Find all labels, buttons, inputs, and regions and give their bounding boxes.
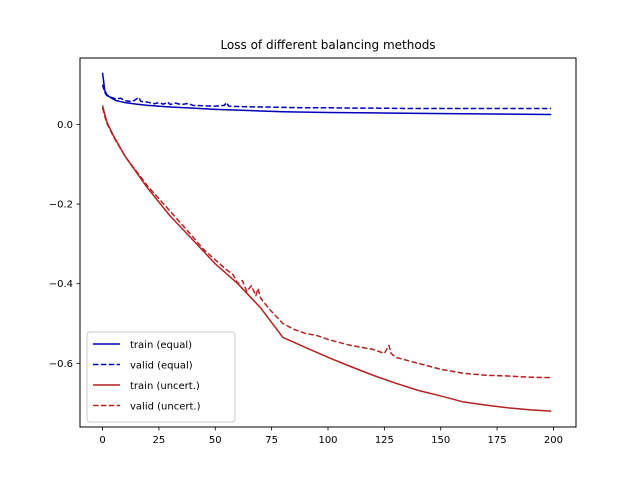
series-line-4 <box>101 107 552 379</box>
legend: train (equal) valid (equal) train (uncert.… <box>86 331 236 423</box>
x-tick-label: 100 <box>318 435 337 446</box>
x-tick-label: 75 <box>265 435 278 446</box>
x-tick-label: 150 <box>431 435 450 446</box>
y-tick-label: −0.2 <box>49 200 73 211</box>
y-tick-label: −0.4 <box>49 279 73 290</box>
x-tick-label: 200 <box>544 435 563 446</box>
x-axis: 0 25 50 75 100 125 150 175 200 <box>99 427 563 446</box>
x-tick-label: 25 <box>153 435 166 446</box>
x-tick-label: 125 <box>375 435 394 446</box>
series-line-2 <box>101 84 552 110</box>
chart-title: Loss of different balancing methods <box>220 38 435 52</box>
x-tick-label: 0 <box>99 435 105 446</box>
y-tick-label: 0.0 <box>57 120 73 131</box>
legend-label: valid (uncert.) <box>130 402 201 413</box>
y-axis: 0.0 −0.2 −0.4 −0.6 <box>49 120 80 370</box>
series-line-1 <box>101 72 552 116</box>
legend-box <box>86 331 236 423</box>
y-tick-label: −0.6 <box>49 359 73 370</box>
x-tick-label: 175 <box>488 435 507 446</box>
legend-label: train (equal) <box>130 340 192 351</box>
x-tick-label: 50 <box>209 435 222 446</box>
legend-label: valid (equal) <box>130 361 193 372</box>
legend-label: train (uncert.) <box>130 381 200 392</box>
